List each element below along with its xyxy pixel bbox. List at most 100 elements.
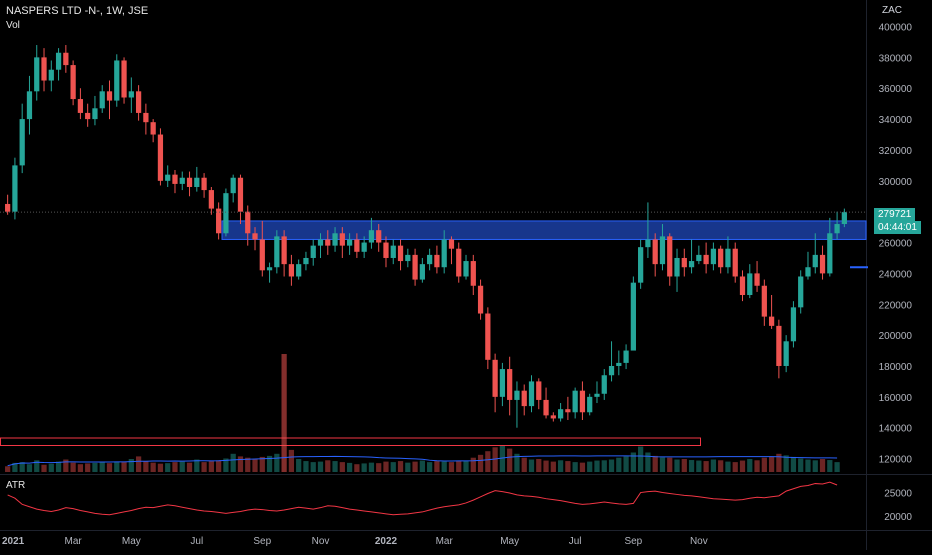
volume-bar bbox=[696, 460, 702, 472]
volume-bar bbox=[376, 463, 382, 472]
volume-bar bbox=[725, 461, 731, 472]
volume-bar bbox=[85, 463, 91, 472]
candle-body bbox=[616, 362, 622, 366]
candle-body bbox=[754, 273, 760, 286]
candle-body bbox=[92, 108, 98, 120]
volume-bar bbox=[819, 459, 826, 472]
atr-label: ATR bbox=[6, 480, 26, 491]
candle-body bbox=[550, 415, 556, 419]
x-tick-label: Sep bbox=[253, 536, 271, 547]
candle-body bbox=[99, 91, 105, 109]
volume-bar bbox=[557, 460, 564, 472]
volume-bar bbox=[41, 464, 47, 472]
candle-body bbox=[208, 190, 214, 209]
candle-body bbox=[608, 365, 615, 376]
candle-body bbox=[48, 69, 54, 81]
candle-body bbox=[376, 230, 382, 243]
candle-body bbox=[543, 399, 549, 416]
volume-bar bbox=[572, 462, 578, 472]
volume-bar bbox=[470, 457, 476, 472]
candle-body bbox=[601, 375, 607, 394]
volume-bar bbox=[463, 461, 469, 472]
candle-body bbox=[201, 177, 207, 191]
volume-bar bbox=[325, 460, 331, 472]
volume-bar bbox=[274, 453, 280, 472]
candle-body bbox=[565, 409, 571, 413]
candle-body bbox=[186, 177, 193, 187]
candle-body bbox=[85, 112, 91, 120]
candle-body bbox=[310, 245, 316, 258]
volume-bar bbox=[594, 460, 600, 472]
volume-bar bbox=[179, 461, 185, 472]
candle-body bbox=[339, 233, 345, 246]
volume-bar bbox=[638, 446, 644, 472]
candle-body bbox=[761, 285, 767, 317]
candle-body bbox=[288, 264, 295, 277]
x-tick-label: May bbox=[500, 536, 519, 547]
candle-body bbox=[652, 239, 658, 265]
volume-bar bbox=[652, 455, 658, 472]
atr-tick-label: 20000 bbox=[884, 512, 912, 523]
y-tick-label: 220000 bbox=[879, 300, 913, 311]
candle-body bbox=[412, 254, 418, 280]
volume-bar bbox=[434, 461, 440, 472]
volume-bar bbox=[667, 457, 673, 472]
volume-bar bbox=[579, 462, 586, 472]
y-tick-label: 160000 bbox=[879, 393, 913, 404]
volume-bar bbox=[19, 462, 25, 472]
candle-body bbox=[492, 359, 498, 397]
y-tick-label: 240000 bbox=[879, 269, 913, 280]
candle-body bbox=[827, 233, 833, 274]
volume-bar bbox=[114, 461, 120, 472]
volume-bar bbox=[492, 447, 498, 472]
candle-body bbox=[521, 390, 527, 407]
y-tick-label: 380000 bbox=[879, 53, 913, 64]
volume-bar bbox=[339, 462, 345, 472]
candle-body bbox=[434, 254, 440, 268]
candle-body bbox=[667, 236, 673, 277]
candle-body bbox=[557, 409, 564, 419]
volume-bar bbox=[543, 460, 549, 472]
y-tick-label: 300000 bbox=[879, 177, 913, 188]
volume-bar bbox=[135, 456, 142, 472]
candle-body bbox=[688, 261, 695, 268]
volume-label: Vol bbox=[6, 20, 20, 31]
volume-bar bbox=[456, 460, 462, 472]
volume-bar bbox=[252, 459, 258, 472]
candle-body bbox=[536, 381, 542, 400]
y-tick-label: 320000 bbox=[879, 146, 913, 157]
volume-bar bbox=[616, 457, 622, 472]
candle-body bbox=[325, 239, 331, 246]
x-tick-label: Mar bbox=[436, 536, 454, 547]
volume-bar bbox=[310, 462, 316, 472]
candle-body bbox=[274, 236, 280, 268]
volume-bar bbox=[448, 462, 455, 472]
volume-bar bbox=[419, 460, 425, 472]
chart-title: NASPERS LTD -N-, 1W, JSE bbox=[6, 5, 149, 17]
volume-bar bbox=[26, 464, 33, 472]
candle-body bbox=[368, 230, 375, 243]
volume-bar bbox=[790, 456, 797, 472]
volume-bar bbox=[186, 462, 193, 472]
candle-body bbox=[427, 254, 433, 265]
volume-bar bbox=[761, 457, 767, 472]
candle-body bbox=[587, 396, 593, 413]
volume-bar bbox=[70, 462, 76, 472]
y-tick-label: 180000 bbox=[879, 362, 913, 373]
x-tick-label: Nov bbox=[312, 536, 330, 547]
volume-ma-line bbox=[7, 455, 838, 467]
volume-bar bbox=[390, 462, 396, 472]
volume-bar bbox=[128, 459, 134, 472]
volume-bar bbox=[499, 446, 506, 472]
candle-body bbox=[223, 193, 229, 234]
candle-body bbox=[55, 52, 62, 70]
volume-bar bbox=[812, 460, 818, 472]
candle-body bbox=[594, 393, 600, 397]
volume-bar bbox=[121, 462, 127, 472]
volume-bar bbox=[208, 461, 214, 472]
candle-body bbox=[397, 245, 404, 262]
candle-body bbox=[514, 390, 520, 400]
candle-body bbox=[34, 57, 40, 92]
candle-body bbox=[63, 52, 69, 66]
